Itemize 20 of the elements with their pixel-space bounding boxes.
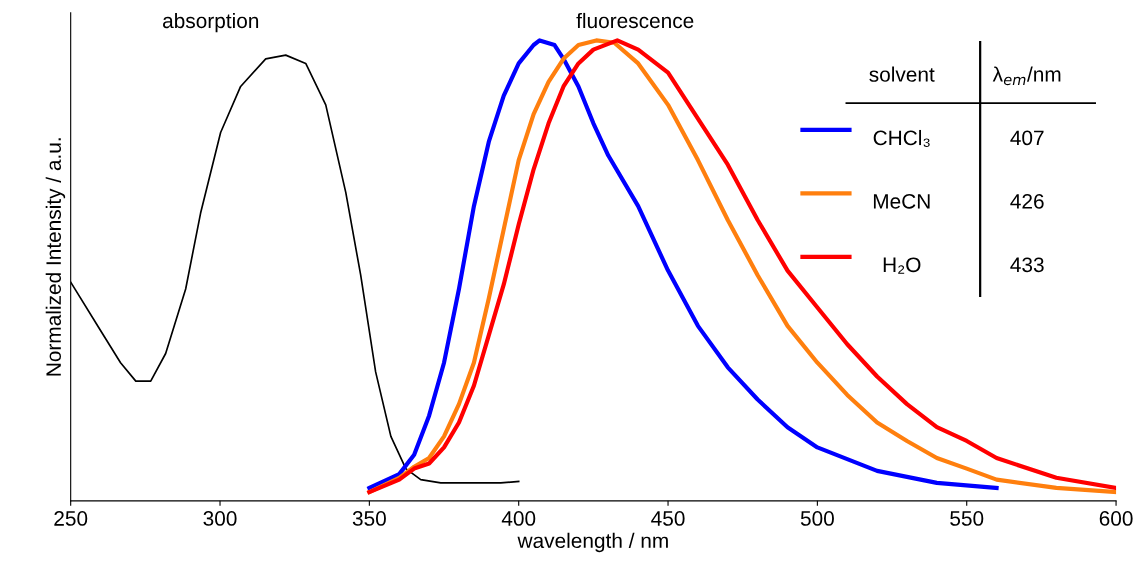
legend-label: MeCN (873, 193, 930, 209)
x-axis-title: wavelength / nm (517, 532, 668, 553)
annotation: 407 (1010, 130, 1044, 146)
text: fluorescence (576, 12, 694, 29)
legend-title: solvent (869, 66, 935, 82)
x-tick-label: 400 (501, 511, 536, 526)
legend-label: H₂O (883, 257, 921, 274)
x-tick-label: 600 (1099, 511, 1133, 526)
annotation: λ$_{em}$/nm (992, 66, 1061, 86)
x-tick-label: 250 (54, 511, 88, 526)
x-tick-label: 500 (800, 511, 834, 526)
x-tick-label: 300 (203, 511, 237, 526)
annotation: 426 (1010, 193, 1044, 209)
x-tick-label: 450 (651, 511, 685, 526)
legend-label: CHCl₃ (873, 129, 930, 147)
annotation: 433 (1010, 257, 1044, 273)
x-tick-label: 350 (352, 511, 386, 526)
text: absorption (163, 12, 259, 33)
y-axis-title: Normalized Intensity / a.u. (45, 138, 66, 376)
x-tick-label: 550 (950, 511, 984, 526)
